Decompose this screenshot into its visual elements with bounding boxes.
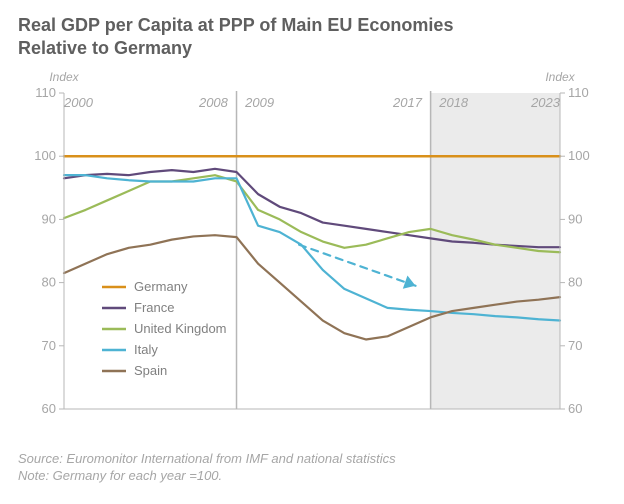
period-label: 2018	[438, 95, 469, 110]
ytick-label-left: 90	[42, 211, 56, 226]
period-label: 2009	[244, 95, 274, 110]
ytick-label-right: 70	[568, 338, 582, 353]
ytick-label-left: 70	[42, 338, 56, 353]
chart-container: 1006060707080809090100110110IndexIndex20…	[18, 65, 606, 445]
chart-footer: Source: Euromonitor International from I…	[18, 451, 606, 485]
ytick-label-left: 80	[42, 275, 56, 290]
reference-100-label: 100	[568, 148, 590, 163]
legend-label: United Kingdom	[134, 321, 227, 336]
line-chart: 1006060707080809090100110110IndexIndex20…	[18, 65, 606, 445]
legend-label: France	[134, 300, 174, 315]
period-label: 2000	[63, 95, 94, 110]
ytick-label-left: 110	[35, 85, 56, 100]
axis-label-left: Index	[49, 70, 79, 84]
title-line-2: Relative to Germany	[18, 38, 192, 58]
ytick-label-right: 60	[568, 401, 582, 416]
title-line-1: Real GDP per Capita at PPP of Main EU Ec…	[18, 15, 453, 35]
ytick-label-left: 100	[34, 148, 56, 163]
ytick-label-right: 80	[568, 275, 582, 290]
period-label: 2023	[530, 95, 561, 110]
legend-label: Germany	[134, 279, 188, 294]
ytick-label-left: 60	[42, 401, 56, 416]
period-label: 2008	[198, 95, 229, 110]
ytick-label-right: 90	[568, 211, 582, 226]
axis-label-right: Index	[545, 70, 575, 84]
legend-label: Spain	[134, 363, 167, 378]
legend-label: Italy	[134, 342, 158, 357]
ytick-label-right: 110	[568, 85, 589, 100]
chart-title: Real GDP per Capita at PPP of Main EU Ec…	[18, 14, 606, 59]
trend-arrow-line	[299, 245, 415, 286]
footer-source: Source: Euromonitor International from I…	[18, 451, 606, 468]
period-label: 2017	[392, 95, 423, 110]
footer-note: Note: Germany for each year =100.	[18, 468, 606, 485]
